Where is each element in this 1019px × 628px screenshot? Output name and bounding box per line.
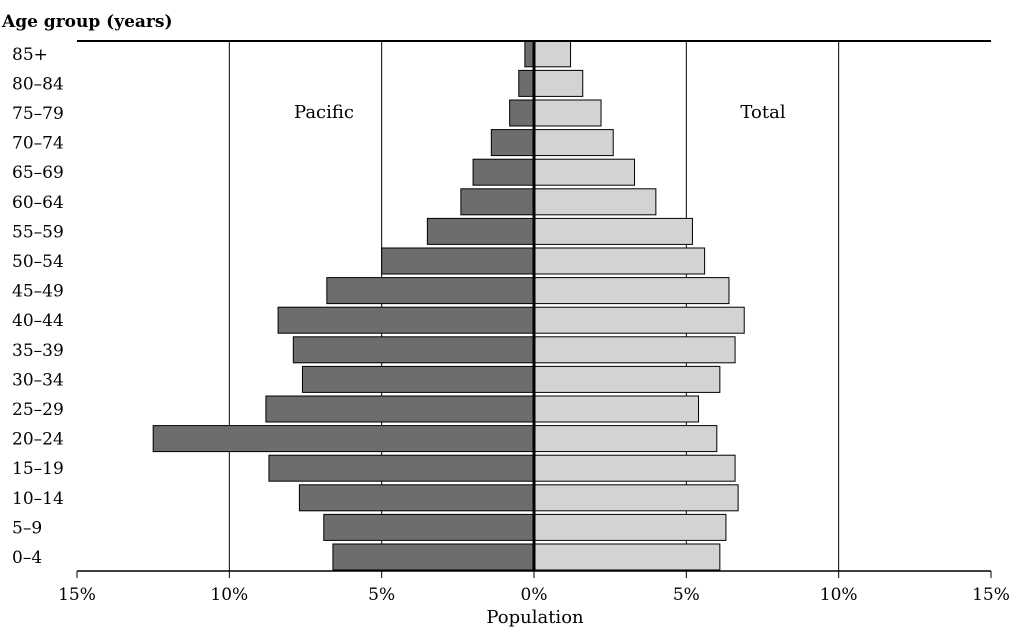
bar-total — [533, 543, 721, 571]
y-tick-label: 5–9 — [12, 518, 42, 538]
bar-total — [533, 158, 636, 186]
bar-pacific — [298, 484, 535, 512]
y-tick-label: 70–74 — [12, 134, 64, 154]
x-tick-label: 10% — [820, 585, 858, 605]
bar-pacific — [381, 247, 535, 275]
bar-total — [533, 277, 730, 305]
bar-pacific — [323, 513, 535, 541]
bar-pacific — [301, 365, 535, 393]
bar-pacific — [460, 188, 535, 216]
bar-total — [533, 395, 700, 423]
bar-total — [533, 188, 657, 216]
y-tick-label: 80–84 — [12, 74, 64, 94]
y-tick-label: 30–34 — [12, 370, 64, 390]
y-tick-label: 0–4 — [12, 548, 42, 568]
bar-pacific — [152, 425, 535, 453]
y-tick-label: 40–44 — [12, 311, 64, 331]
y-tick-label: 85+ — [12, 45, 48, 65]
bar-total — [533, 247, 706, 275]
bar-pacific — [426, 217, 535, 245]
bar-total — [533, 69, 584, 97]
bar-pacific — [265, 395, 535, 423]
axes: 85+ 80–84 75–79 70–74 65–69 60–64 55–59 50–54 45… — [12, 40, 1010, 605]
y-tick-label: 75–79 — [12, 104, 64, 124]
y-tick-label: 15–19 — [12, 459, 64, 479]
y-tick-label: 45–49 — [12, 282, 64, 302]
series-label-total: Total — [740, 102, 785, 123]
y-tick-label: 65–69 — [12, 163, 64, 183]
bar-total — [533, 454, 736, 482]
x-tick-label: 15% — [972, 585, 1010, 605]
bar-pacific — [472, 158, 535, 186]
x-tick-label: 5% — [368, 585, 395, 605]
x-tick-label: 10% — [210, 585, 248, 605]
bar-total — [533, 99, 602, 127]
y-tick-label: 55–59 — [12, 222, 64, 242]
x-tick-label: 15% — [58, 585, 96, 605]
bars — [152, 40, 745, 571]
bar-pacific — [277, 306, 535, 334]
y-tick-label: 50–54 — [12, 252, 64, 272]
bar-total — [533, 513, 727, 541]
bar-total — [533, 336, 736, 364]
bar-pacific — [518, 69, 535, 97]
y-tick-label: 20–24 — [12, 430, 64, 450]
y-tick-label: 35–39 — [12, 341, 64, 361]
chart-title: Age group (years) — [1, 12, 172, 32]
x-tick-label: 0% — [521, 585, 548, 605]
y-tick-label: 25–29 — [12, 400, 64, 420]
bar-total — [533, 484, 739, 512]
bar-pacific — [326, 277, 535, 305]
bar-total — [533, 40, 572, 68]
bar-total — [533, 425, 718, 453]
bar-total — [533, 217, 693, 245]
bar-pacific — [490, 129, 535, 157]
bar-pacific — [509, 99, 535, 127]
gridlines — [228, 41, 840, 571]
bar-pacific — [332, 543, 535, 571]
series-label-pacific: Pacific — [294, 102, 354, 123]
bar-total — [533, 129, 614, 157]
x-axis-title: Population — [486, 607, 584, 628]
bar-pacific — [292, 336, 535, 364]
y-tick-label: 10–14 — [12, 489, 64, 509]
bar-total — [533, 365, 721, 393]
x-tick-label: 5% — [673, 585, 700, 605]
bar-pacific — [268, 454, 535, 482]
bar-total — [533, 306, 745, 334]
y-tick-label: 60–64 — [12, 193, 64, 213]
